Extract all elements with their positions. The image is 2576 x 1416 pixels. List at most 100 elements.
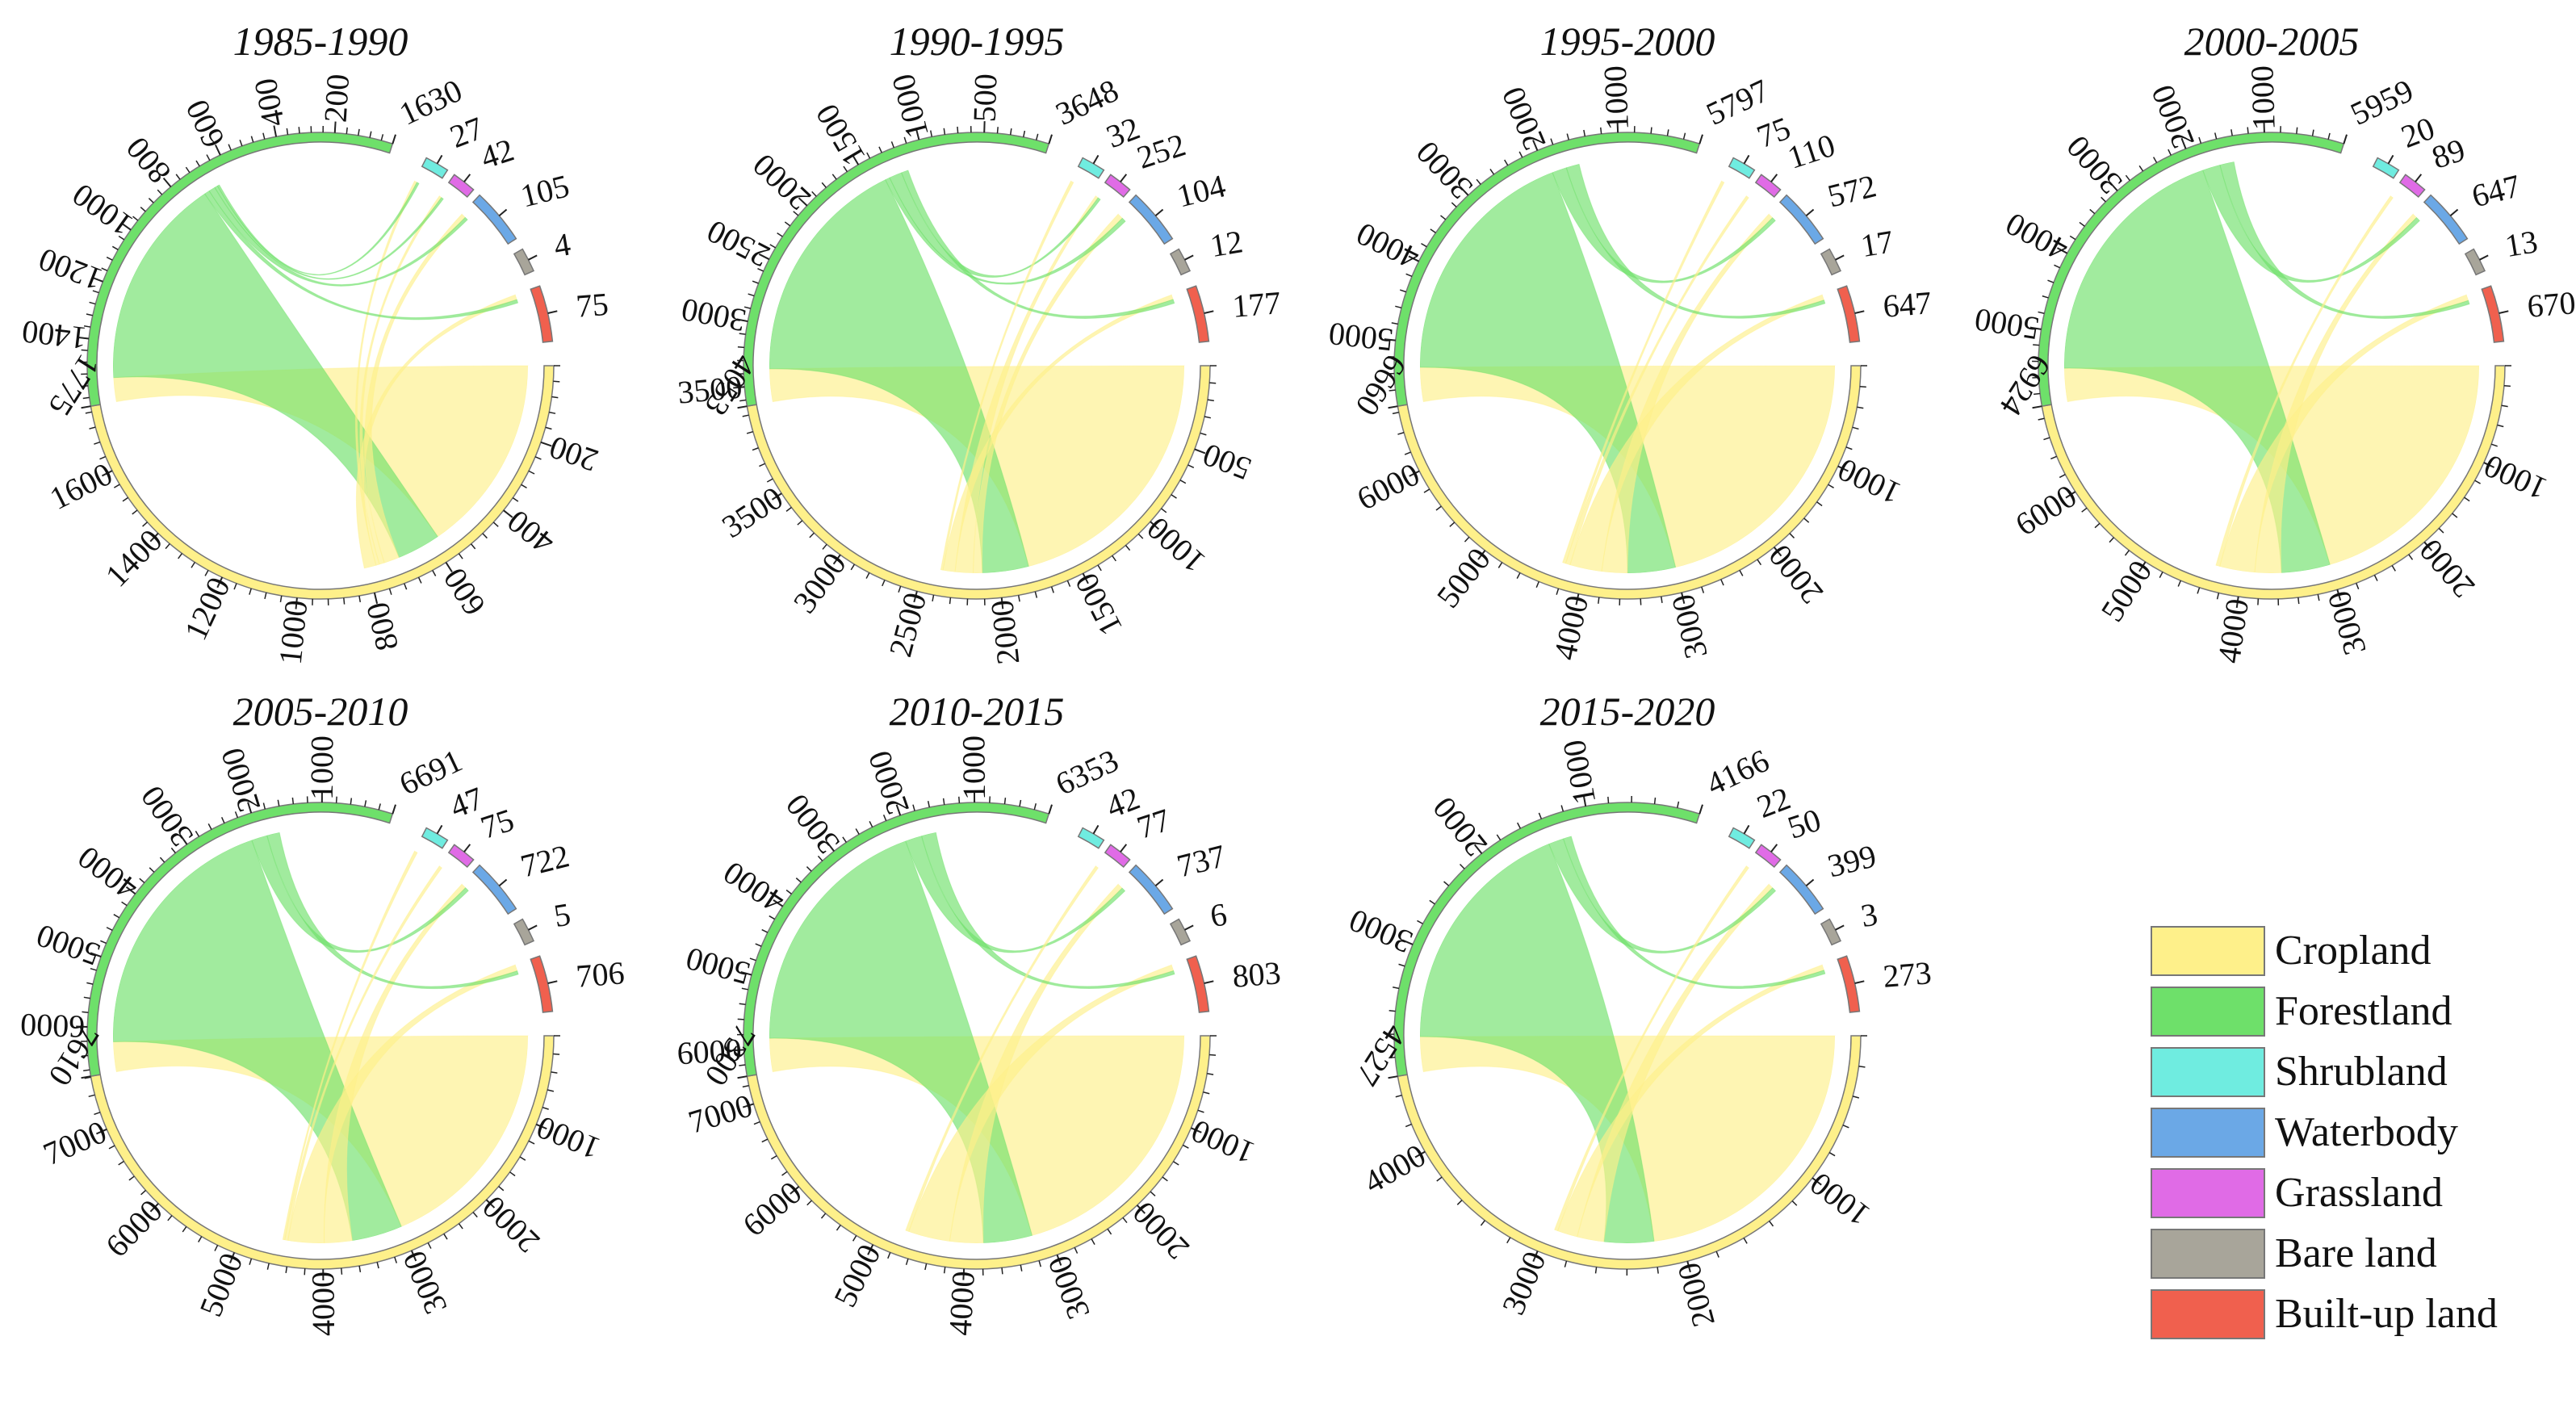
minor-tick xyxy=(1743,1238,1748,1244)
tick-label: 3500 xyxy=(676,369,743,411)
group-arcs xyxy=(743,132,1211,600)
total-tick xyxy=(498,208,508,217)
minor-tick xyxy=(1816,501,1823,507)
minor-tick xyxy=(170,847,176,854)
minor-tick xyxy=(742,414,749,417)
minor-tick xyxy=(1171,494,1177,499)
minor-tick xyxy=(1496,834,1502,840)
legend-swatch-cropland xyxy=(2151,926,2265,976)
minor-tick xyxy=(82,385,89,388)
minor-tick xyxy=(1074,1247,1079,1254)
major-tick xyxy=(77,336,90,340)
major-tick xyxy=(798,197,808,207)
minor-tick xyxy=(90,967,97,971)
minor-tick xyxy=(279,595,283,602)
minor-tick xyxy=(249,1258,253,1265)
minor-tick xyxy=(1392,412,1399,415)
minor-tick xyxy=(89,426,96,429)
total-label-bare-land: 12 xyxy=(1208,223,1246,264)
minor-tick xyxy=(1397,432,1405,435)
minor-tick xyxy=(1600,127,1602,134)
minor-tick xyxy=(1449,522,1456,527)
total-tick xyxy=(2032,405,2042,409)
major-tick xyxy=(742,1103,754,1108)
major-tick xyxy=(125,886,136,895)
minor-tick xyxy=(2297,597,2300,605)
major-tick xyxy=(1686,1261,1691,1273)
minor-tick xyxy=(86,982,94,985)
minor-tick xyxy=(1421,242,1427,248)
minor-tick xyxy=(1666,129,1669,136)
major-tick xyxy=(1460,186,1469,196)
minor-tick xyxy=(178,553,183,559)
ribbons xyxy=(2063,161,2480,574)
minor-tick xyxy=(739,1064,746,1066)
minor-tick xyxy=(1701,586,1705,593)
arc-bare-land xyxy=(1169,248,1192,276)
legend-label-waterbody: Waterbody xyxy=(2275,1109,2458,1155)
legend-item-bare-land: Bare land xyxy=(2151,1229,2437,1279)
legend-label-built-up-land: Built-up land xyxy=(2275,1291,2498,1337)
tick-label: 4000 xyxy=(304,1271,341,1337)
minor-tick xyxy=(277,799,280,806)
total-tick xyxy=(392,134,396,145)
minor-tick xyxy=(1389,389,1396,392)
minor-tick xyxy=(1828,484,1834,488)
arc-gap-forestland xyxy=(2046,140,2342,405)
minor-tick xyxy=(1440,215,1447,220)
minor-tick xyxy=(498,1186,505,1192)
minor-tick xyxy=(358,128,360,136)
arc-gap-forestland xyxy=(95,810,391,1075)
minor-tick xyxy=(458,553,463,559)
minor-tick xyxy=(549,411,556,414)
major-tick xyxy=(1837,465,1849,472)
minor-tick xyxy=(81,349,88,351)
minor-tick xyxy=(809,532,815,538)
minor-tick xyxy=(924,1263,928,1271)
minor-tick xyxy=(94,1112,101,1116)
minor-tick xyxy=(2038,311,2045,314)
total-tick xyxy=(1770,844,1778,853)
minor-tick xyxy=(806,1200,812,1206)
ribbon-forestland-to-cropland xyxy=(1419,843,1655,1244)
legend-item-built-up-land: Built-up land xyxy=(2151,1289,2498,1339)
total-tick xyxy=(1154,208,1164,217)
major-tick xyxy=(179,834,188,845)
arc-gap-shrubland xyxy=(1070,835,1100,862)
major-tick xyxy=(1477,550,1486,560)
arc-shrubland xyxy=(2372,157,2400,179)
minor-tick xyxy=(770,1155,777,1160)
major-tick xyxy=(740,970,752,976)
minor-tick xyxy=(1097,564,1102,572)
minor-tick xyxy=(182,1226,187,1233)
major-tick xyxy=(1812,1177,1822,1186)
ribbon-cropland-to-grassland xyxy=(284,865,443,1242)
minor-tick xyxy=(1859,385,1866,388)
minor-tick xyxy=(1757,559,1762,566)
minor-tick xyxy=(831,174,837,180)
minor-tick xyxy=(1436,1176,1443,1182)
major-tick xyxy=(445,562,453,572)
minor-tick xyxy=(898,585,902,593)
arc-grassland xyxy=(447,174,475,199)
arc-gap-built-up-land xyxy=(1822,288,1852,345)
arc-gap-waterbody xyxy=(2413,200,2461,253)
minor-tick xyxy=(1187,464,1195,468)
minor-tick xyxy=(492,522,499,527)
legend-item-shrubland: Shrubland xyxy=(2151,1047,2448,1097)
arc-grassland xyxy=(447,844,475,869)
minor-tick xyxy=(2054,264,2061,269)
tick-label: 6000 xyxy=(19,1007,86,1045)
major-tick xyxy=(2029,326,2042,330)
total-label-built-up-land: 803 xyxy=(1231,954,1282,995)
arc-built-up-land xyxy=(1186,285,1210,343)
minor-tick xyxy=(932,594,935,602)
total-tick xyxy=(498,878,508,887)
minor-tick xyxy=(519,1156,526,1161)
major-tick xyxy=(1401,939,1414,945)
minor-tick xyxy=(545,426,552,430)
major-tick xyxy=(410,1250,417,1262)
arc-forestland xyxy=(1393,132,1701,408)
major-tick xyxy=(2109,182,2118,191)
minor-tick xyxy=(2109,537,2115,543)
